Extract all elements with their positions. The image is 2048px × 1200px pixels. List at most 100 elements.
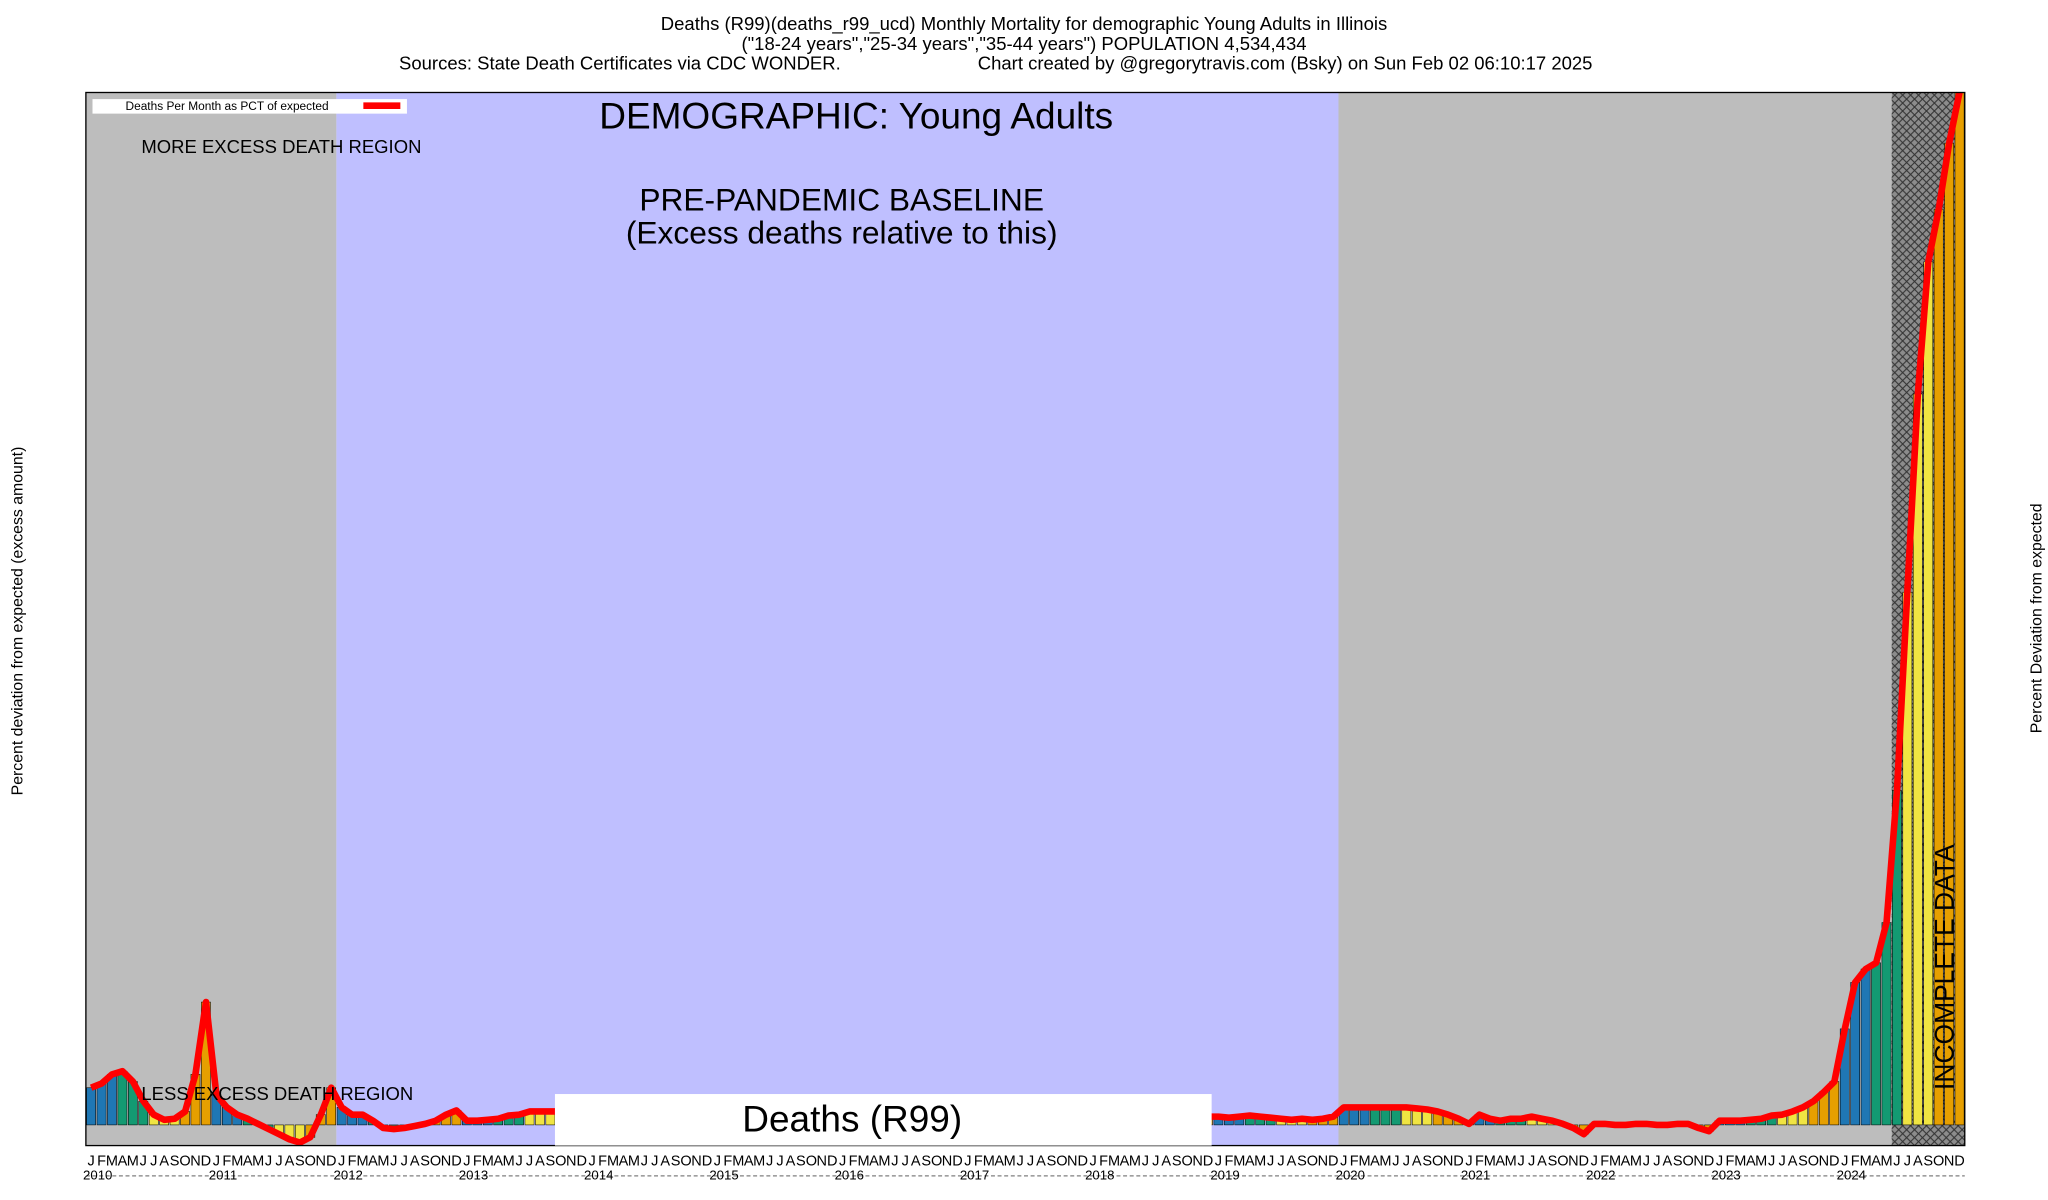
x-tick-label: J — [150, 1153, 157, 1169]
x-tick-label: M — [732, 1153, 744, 1169]
x-tick-label: A — [1120, 1153, 1130, 1169]
x-tick-label: J — [275, 1153, 282, 1169]
x-tick-label: A — [786, 1153, 796, 1169]
x-tick-label: A — [159, 1153, 169, 1169]
x-tick-label: A — [1913, 1153, 1923, 1169]
x-year-label: 2015 — [709, 1167, 738, 1182]
x-tick-label: J — [463, 1153, 470, 1169]
annotation: LESS EXCESS DEATH REGION — [141, 1083, 413, 1104]
x-tick-label: F — [1851, 1153, 1860, 1169]
x-tick-label: D — [1077, 1153, 1087, 1169]
x-tick-label: J — [651, 1153, 658, 1169]
x-tick-label: N — [566, 1153, 576, 1169]
x-tick-label: A — [1287, 1153, 1297, 1169]
x-tick-label: J — [1768, 1153, 1775, 1169]
x-tick-label: D — [702, 1153, 712, 1169]
x-tick-label: J — [526, 1153, 533, 1169]
x-tick-label: N — [316, 1153, 326, 1169]
x-tick-label: S — [1172, 1153, 1182, 1169]
x-tick-label: S — [1798, 1153, 1808, 1169]
x-tick-label: A — [1412, 1153, 1422, 1169]
x-tick-label: O — [680, 1153, 691, 1169]
x-year-label: 2024 — [1837, 1167, 1866, 1182]
annotation: INCOMPLETE DATA — [1929, 844, 1959, 1090]
x-tick-label: D — [827, 1153, 837, 1169]
x-tick-label: J — [1152, 1153, 1159, 1169]
x-tick-label: F — [348, 1153, 357, 1169]
x-tick-label: F — [849, 1153, 858, 1169]
x-tick-label: D — [576, 1153, 586, 1169]
x-tick-label: F — [1600, 1153, 1609, 1169]
x-tick-label: M — [1505, 1153, 1517, 1169]
x-tick-label: J — [776, 1153, 783, 1169]
x-tick-label: O — [1933, 1153, 1944, 1169]
x-tick-label: A — [1788, 1153, 1798, 1169]
x-tick-label: M — [1108, 1153, 1120, 1169]
x-tick-label: M — [1484, 1153, 1496, 1169]
legend-label: Deaths Per Month as PCT of expected — [126, 99, 329, 113]
x-tick-label: M — [1359, 1153, 1371, 1169]
x-tick-label: D — [1203, 1153, 1213, 1169]
x-tick-label: A — [911, 1153, 921, 1169]
x-tick-label: A — [1662, 1153, 1672, 1169]
y2-axis-label: Percent Deviation from expected — [2029, 503, 2046, 733]
x-tick-label: S — [671, 1153, 681, 1169]
x-tick-label: D — [326, 1153, 336, 1169]
x-year-label: 2013 — [459, 1167, 488, 1182]
x-tick-label: D — [1954, 1153, 1964, 1169]
x-tick-label: M — [878, 1153, 890, 1169]
sources: Sources: State Death Certificates via CD… — [399, 53, 841, 74]
x-year-label: 2010 — [83, 1167, 112, 1182]
x-tick-label: F — [1475, 1153, 1484, 1169]
x-year-label: 2021 — [1461, 1167, 1490, 1182]
x-tick-label: S — [1422, 1153, 1432, 1169]
x-tick-label: J — [265, 1153, 272, 1169]
x-tick-label: M — [607, 1153, 619, 1169]
x-tick-label: F — [974, 1153, 983, 1169]
x-tick-label: M — [503, 1153, 515, 1169]
x-tick-label: M — [356, 1153, 368, 1169]
x-tick-label: M — [377, 1153, 389, 1169]
x-tick-label: J — [1142, 1153, 1149, 1169]
x-tick-label: J — [338, 1153, 345, 1169]
x-tick-label: F — [1725, 1153, 1734, 1169]
bar — [117, 1070, 128, 1126]
x-tick-label: F — [1350, 1153, 1359, 1169]
x-tick-label: S — [295, 1153, 305, 1169]
x-tick-label: S — [921, 1153, 931, 1169]
x-tick-label: O — [430, 1153, 441, 1169]
x-tick-label: M — [1880, 1153, 1892, 1169]
x-tick-label: J — [1591, 1153, 1598, 1169]
x-tick-label: N — [942, 1153, 952, 1169]
x-tick-label: M — [1755, 1153, 1767, 1169]
x-tick-label: J — [1716, 1153, 1723, 1169]
x-tick-label: J — [1653, 1153, 1660, 1169]
bar — [107, 1074, 117, 1126]
x-tick-label: D — [451, 1153, 461, 1169]
x-tick-label: S — [546, 1153, 556, 1169]
x-tick-label: M — [231, 1153, 243, 1169]
x-tick-label: J — [1403, 1153, 1410, 1169]
x-tick-label: M — [482, 1153, 494, 1169]
x-tick-label: N — [817, 1153, 827, 1169]
x-tick-label: M — [252, 1153, 264, 1169]
x-tick-label: J — [1016, 1153, 1023, 1169]
chart-title: Deaths (R99)(deaths_r99_ucd) Monthly Mor… — [661, 13, 1387, 35]
x-tick-label: S — [1047, 1153, 1057, 1169]
x-tick-label: D — [1328, 1153, 1338, 1169]
x-tick-label: O — [1181, 1153, 1192, 1169]
x-tick-label: A — [1495, 1153, 1505, 1169]
x-tick-label: J — [902, 1153, 909, 1169]
x-tick-label: O — [1307, 1153, 1318, 1169]
x-tick-label: M — [1734, 1153, 1746, 1169]
x-year-label: 2020 — [1336, 1167, 1365, 1182]
x-tick-label: O — [1808, 1153, 1819, 1169]
x-tick-label: M — [1254, 1153, 1266, 1169]
x-year-label: 2023 — [1711, 1167, 1740, 1182]
x-tick-label: J — [891, 1153, 898, 1169]
x-tick-label: A — [660, 1153, 670, 1169]
x-tick-label: M — [753, 1153, 765, 1169]
x-tick-label: F — [97, 1153, 106, 1169]
x-tick-label: O — [1683, 1153, 1694, 1169]
